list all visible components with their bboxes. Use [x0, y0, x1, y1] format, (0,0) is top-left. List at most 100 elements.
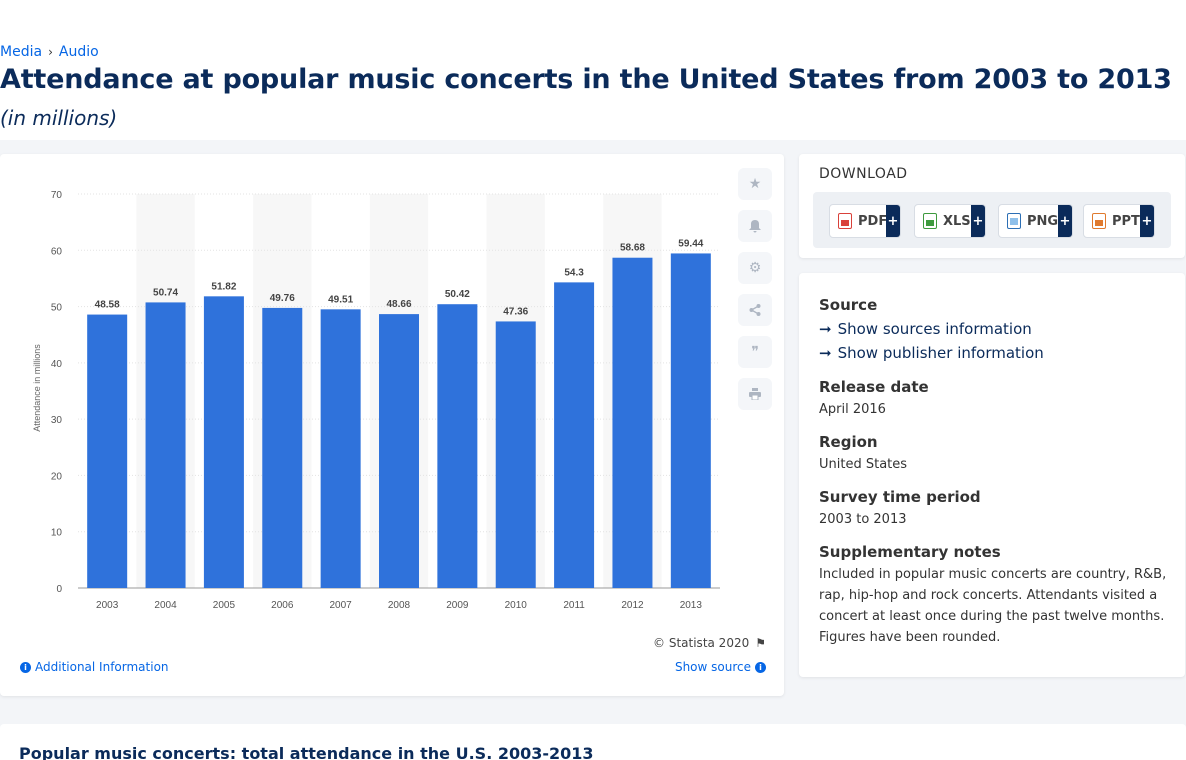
bar [437, 304, 478, 588]
bar [554, 282, 595, 588]
x-tick-label: 2005 [213, 600, 236, 611]
release-date-heading: Release date [819, 378, 929, 396]
page-subtitle: (in millions) [0, 106, 118, 130]
plus-icon: + [1140, 205, 1154, 237]
breadcrumb-item-audio[interactable]: Audio [58, 44, 99, 60]
show-source-link[interactable]: Show source i [675, 660, 766, 674]
show-source-label: Show source [674, 660, 751, 674]
related-card: Popular music concerts: total attendance… [0, 724, 1186, 760]
data-label: 50.42 [445, 289, 470, 300]
download-ppt-label: PPT [1112, 213, 1140, 229]
info-icon: i [755, 661, 766, 673]
copyright-text: © Statista 2020 [653, 636, 750, 650]
data-label: 59.44 [678, 238, 703, 249]
data-label: 47.36 [503, 306, 528, 317]
y-tick-label: 10 [51, 528, 63, 539]
y-tick-label: 0 [56, 584, 62, 595]
show-publisher-label: Show publisher information [837, 344, 1044, 362]
arrow-right-icon: ➞ [819, 344, 832, 362]
data-label: 54.3 [564, 267, 584, 278]
download-xls-label: XLS [943, 213, 971, 229]
breadcrumb-separator-icon: › [48, 45, 53, 59]
gear-icon[interactable]: ⚙ [738, 252, 772, 284]
ppt-file-icon [1092, 213, 1106, 229]
data-label: 48.58 [95, 300, 120, 311]
bar [670, 253, 711, 588]
bar-chart: 0 10 20 30 40 50 60 70 Attendance in millions 48.… [32, 190, 720, 611]
region-heading: Region [819, 433, 878, 451]
plus-icon: + [1058, 205, 1072, 237]
png-file-icon [1007, 213, 1021, 229]
pdf-file-icon [838, 213, 852, 229]
y-tick-label: 60 [51, 246, 63, 257]
x-tick-label: 2006 [271, 600, 294, 611]
data-label: 49.76 [270, 293, 295, 304]
y-tick-label: 40 [51, 359, 63, 370]
additional-info-link[interactable]: i Additional Information [20, 660, 169, 674]
x-tick-label: 2009 [446, 600, 469, 611]
y-axis-label: Attendance in millions [32, 344, 42, 432]
bar [379, 314, 419, 588]
print-icon[interactable] [738, 378, 772, 410]
bar [145, 302, 186, 588]
y-tick-label: 30 [51, 415, 63, 426]
x-tick-label: 2004 [154, 600, 177, 611]
data-label: 50.74 [153, 287, 178, 298]
x-tick-label: 2010 [505, 600, 528, 611]
quote-icon[interactable]: ❞ [738, 336, 772, 368]
star-icon[interactable]: ★ [738, 168, 772, 200]
download-xls-button[interactable]: XLS + [914, 204, 986, 238]
bell-icon[interactable] [738, 210, 772, 242]
show-sources-label: Show sources information [837, 320, 1032, 338]
x-tick-label: 2003 [96, 600, 119, 611]
y-tick-label: 50 [51, 303, 63, 314]
download-pdf-button[interactable]: PDF + [829, 204, 901, 238]
info-icon: i [20, 661, 31, 673]
y-tick-label: 70 [51, 190, 63, 201]
bar [87, 314, 128, 588]
bar [203, 296, 244, 588]
xls-file-icon [923, 213, 937, 229]
download-ppt-button[interactable]: PPT + [1083, 204, 1155, 238]
download-png-label: PNG [1027, 213, 1059, 229]
breadcrumb-item-media[interactable]: Media [0, 44, 43, 60]
download-png-button[interactable]: PNG + [998, 204, 1073, 238]
share-icon[interactable] [738, 294, 772, 326]
chart-card: 0 10 20 30 40 50 60 70 Attendance in millions 48.… [0, 154, 784, 696]
bar [495, 321, 536, 588]
additional-info-label: Additional Information [35, 660, 169, 674]
download-title: DOWNLOAD [819, 166, 908, 182]
release-date-value: April 2016 [819, 402, 886, 417]
survey-period-heading: Survey time period [819, 488, 981, 506]
x-tick-label: 2008 [388, 600, 411, 611]
arrow-right-icon: ➞ [819, 320, 832, 338]
x-tick-label: 2013 [680, 600, 703, 611]
survey-period-value: 2003 to 2013 [819, 512, 907, 527]
download-pdf-label: PDF [858, 213, 888, 229]
x-tick-label: 2007 [330, 600, 353, 611]
copyright: © Statista 2020 ⚑ [653, 636, 766, 650]
header-area [0, 0, 1186, 140]
plus-icon: + [971, 205, 985, 237]
show-publisher-link[interactable]: ➞ Show publisher information [819, 344, 1044, 362]
chart-tools: ★ ⚙ ❞ [738, 168, 772, 410]
breadcrumb: Media › Audio [0, 44, 99, 60]
metadata-card: Source ➞ Show sources information ➞ Show… [799, 273, 1185, 677]
plus-icon: + [886, 205, 900, 237]
page-title: Attendance at popular music concerts in … [0, 64, 1172, 95]
data-label: 58.68 [620, 243, 645, 254]
flag-icon[interactable]: ⚑ [755, 636, 766, 650]
region-value: United States [819, 457, 908, 472]
bar [262, 307, 303, 588]
data-label: 51.82 [211, 281, 236, 292]
supplementary-notes-heading: Supplementary notes [819, 543, 1001, 561]
related-title[interactable]: Popular music concerts: total attendance… [19, 744, 594, 760]
data-label: 48.66 [386, 299, 411, 310]
bar [612, 257, 653, 588]
download-card: DOWNLOAD PDF + XLS + PNG + PPT + [799, 154, 1185, 258]
source-heading: Source [819, 296, 878, 314]
x-tick-label: 2012 [621, 600, 644, 611]
show-sources-link[interactable]: ➞ Show sources information [819, 320, 1032, 338]
data-label: 49.51 [328, 294, 353, 305]
